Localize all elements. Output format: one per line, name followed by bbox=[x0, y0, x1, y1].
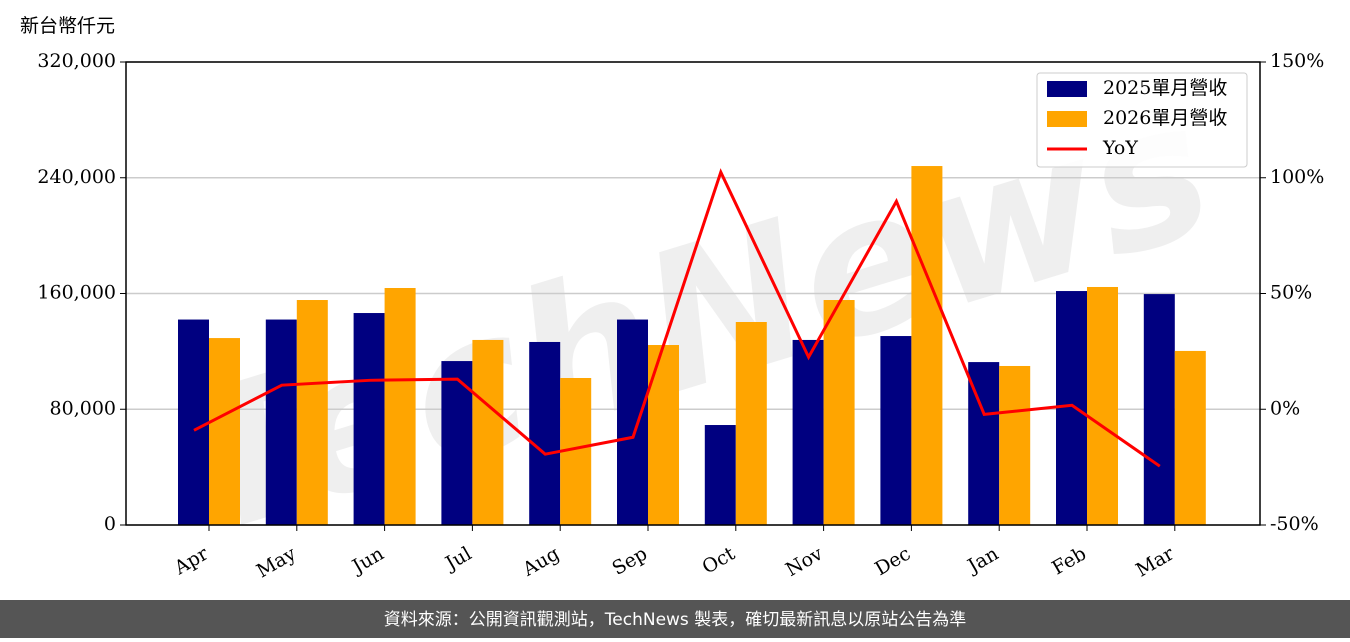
legend-label: 2026單月營收 bbox=[1103, 107, 1227, 129]
bar bbox=[999, 365, 1031, 525]
bar bbox=[823, 300, 855, 525]
bar bbox=[792, 339, 824, 525]
bar bbox=[472, 339, 504, 525]
unit-label: 新台幣仟元 bbox=[20, 15, 115, 37]
bar bbox=[617, 319, 648, 525]
bar bbox=[1143, 294, 1175, 525]
bar bbox=[1174, 350, 1206, 525]
legend-box bbox=[1036, 72, 1248, 168]
bar bbox=[735, 322, 767, 525]
bar bbox=[384, 288, 416, 525]
footer: 資料來源：公開資訊觀測站，TechNews 製表，確切最新訊息以原站公告為準 bbox=[384, 610, 966, 630]
yoy-line bbox=[193, 168, 1161, 468]
y2-tick-label: 50% bbox=[1270, 282, 1312, 304]
x-tick-label: Sep bbox=[608, 543, 651, 580]
bar bbox=[880, 336, 912, 525]
bar bbox=[265, 319, 297, 525]
y2-tick-label: -50% bbox=[1270, 513, 1319, 535]
x-tick-label: Jun bbox=[347, 543, 388, 579]
x-tick-label: Feb bbox=[1048, 543, 1090, 580]
plot-frame bbox=[125, 61, 1261, 526]
legend-swatch bbox=[1047, 111, 1087, 127]
bar bbox=[648, 345, 679, 525]
bar bbox=[704, 425, 736, 525]
footer-bar bbox=[0, 600, 1350, 638]
bar bbox=[1087, 286, 1118, 525]
y2-tick-label: 150% bbox=[1270, 50, 1324, 72]
y-tick-label: 80,000 bbox=[50, 397, 116, 419]
y-tick-label: 320,000 bbox=[37, 50, 116, 72]
y-tick-label: 0 bbox=[104, 513, 116, 535]
bar bbox=[296, 300, 328, 525]
x-tick-label: Jan bbox=[962, 543, 1002, 579]
x-tick-label: Apr bbox=[170, 542, 213, 579]
bar bbox=[209, 338, 240, 525]
x-tick-label: Oct bbox=[698, 542, 739, 578]
bar bbox=[353, 313, 385, 525]
legend-label: YoY bbox=[1102, 137, 1138, 159]
y2-tick-label: 100% bbox=[1270, 166, 1324, 188]
y2-tick-label: 0% bbox=[1270, 397, 1300, 419]
bar bbox=[1056, 291, 1087, 525]
bar bbox=[529, 341, 561, 525]
bar bbox=[441, 361, 473, 525]
legend-swatch bbox=[1047, 81, 1087, 97]
x-tick-label: Jul bbox=[440, 543, 475, 576]
x-tick-label: Nov bbox=[782, 542, 827, 581]
y-tick-label: 240,000 bbox=[37, 166, 116, 188]
bar bbox=[911, 166, 943, 525]
bar bbox=[178, 319, 209, 525]
legend-label: 2025單月營收 bbox=[1103, 77, 1227, 99]
y-tick-label: 160,000 bbox=[37, 282, 116, 304]
x-tick-label: Aug bbox=[518, 543, 563, 582]
x-tick-label: Dec bbox=[871, 543, 914, 581]
x-tick-label: Mar bbox=[1132, 542, 1178, 581]
